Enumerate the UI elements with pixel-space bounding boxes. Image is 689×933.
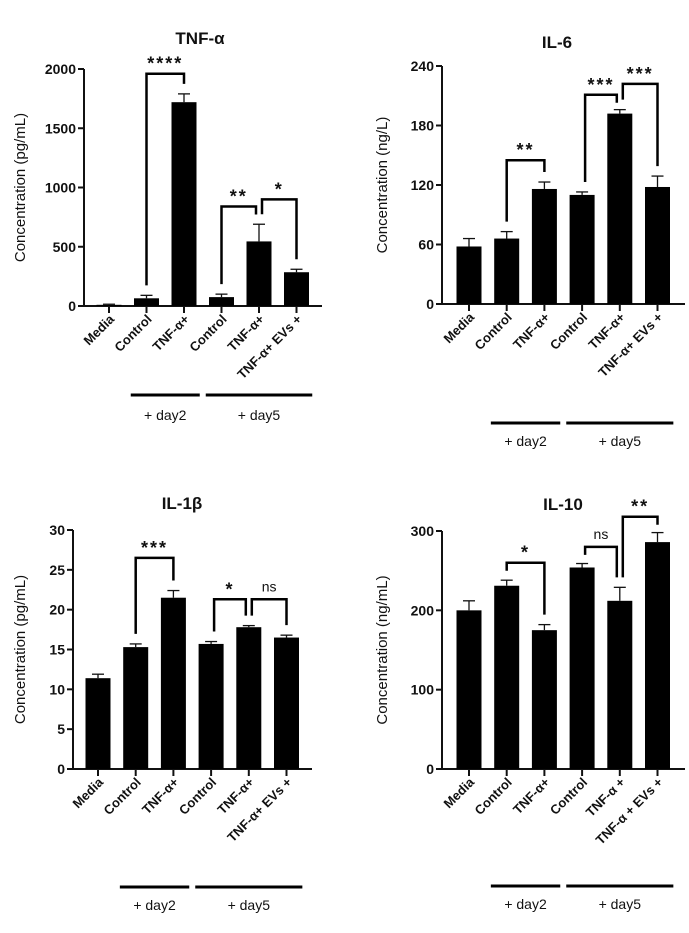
significance-label: ** — [631, 497, 649, 517]
x-tick-label: Control — [186, 312, 229, 355]
group-label: + day5 — [599, 896, 642, 912]
y-axis-label: Concentration (ng/L) — [374, 117, 391, 254]
bar — [247, 241, 272, 306]
chart-title: IL-1β — [162, 494, 203, 513]
y-axis-label: Concentration (pg/mL) — [12, 113, 29, 262]
group-label: + day5 — [599, 433, 642, 449]
chart-tnf-alpha: TNF-α Concentration (pg/mL) 0 500 1000 1500 20… — [12, 29, 322, 423]
y-tick-label: 180 — [411, 118, 435, 134]
significance-label: ** — [517, 140, 535, 160]
bar — [457, 610, 482, 769]
x-tick-label: Control — [472, 310, 515, 353]
y-tick-label: 1000 — [45, 180, 76, 196]
y-tick-label: 30 — [49, 522, 65, 538]
x-tick-label: TNF-α+ — [139, 774, 182, 817]
significance-label: ** — [230, 186, 248, 206]
bar — [172, 102, 197, 306]
y-tick-label: 60 — [418, 237, 434, 253]
bar — [532, 630, 557, 769]
group-label: + day5 — [238, 407, 281, 423]
group-label: + day2 — [144, 407, 187, 423]
bar — [236, 627, 261, 769]
bar — [607, 601, 632, 769]
y-tick-label: 1500 — [45, 120, 76, 136]
bar — [86, 678, 111, 769]
significance-label: * — [521, 543, 530, 563]
x-tick-label: Control — [111, 312, 154, 355]
y-tick-label: 0 — [426, 761, 434, 777]
group-label: + day2 — [504, 433, 547, 449]
chart-title: TNF-α — [175, 29, 225, 48]
y-tick-label: 20 — [49, 602, 65, 618]
y-tick-label: 25 — [49, 562, 65, 578]
significance-bracket — [252, 599, 287, 625]
group-label: + day2 — [504, 896, 547, 912]
significance-label: ns — [262, 578, 277, 594]
x-tick-label: Control — [547, 310, 590, 353]
x-tick-label: TNF-α+ — [150, 311, 193, 354]
y-tick-label: 0 — [57, 761, 65, 777]
bar — [570, 567, 595, 769]
y-tick-label: 240 — [411, 58, 435, 74]
y-tick-label: 100 — [411, 682, 435, 698]
bar — [645, 542, 670, 769]
significance-label: * — [275, 179, 284, 199]
bar — [532, 189, 557, 304]
y-tick-label: 5 — [57, 721, 65, 737]
y-tick-label: 300 — [411, 523, 435, 539]
bar — [97, 305, 122, 306]
y-tick-label: 120 — [411, 177, 435, 193]
bar — [209, 297, 234, 306]
x-tick-label: TNF-α+ — [510, 774, 553, 817]
group-label: + day2 — [133, 897, 176, 913]
y-tick-label: 200 — [411, 602, 435, 618]
y-tick-label: 10 — [49, 681, 65, 697]
y-axis-label: Concentration (pg/mL) — [12, 575, 29, 724]
significance-label: *** — [627, 64, 654, 84]
chart-title: IL-10 — [543, 495, 583, 514]
x-tick-label: Control — [176, 775, 219, 818]
bar — [274, 638, 299, 769]
significance-bracket — [214, 599, 246, 631]
x-tick-label: Control — [472, 775, 515, 818]
significance-label: * — [225, 579, 234, 599]
y-axis-label: Concentration (ng/mL) — [374, 575, 391, 724]
bar — [134, 298, 159, 306]
x-tick-label: TNF-α + EVs + — [593, 774, 666, 847]
y-tick-label: 500 — [53, 239, 77, 255]
bar — [199, 644, 224, 769]
y-tick-label: 0 — [68, 298, 76, 314]
bar — [494, 239, 519, 304]
bar — [645, 187, 670, 304]
y-tick-label: 15 — [49, 642, 65, 658]
significance-label: **** — [147, 54, 183, 74]
y-tick-label: 0 — [426, 296, 434, 312]
x-tick-label: TNF-α+ — [510, 309, 553, 352]
bar — [494, 586, 519, 769]
significance-label: *** — [141, 538, 168, 558]
significance-label: *** — [587, 75, 614, 95]
y-tick-label: 2000 — [45, 61, 76, 77]
bar — [457, 246, 482, 304]
bar — [570, 195, 595, 304]
chart-title: IL-6 — [542, 33, 572, 52]
significance-label: ns — [594, 526, 609, 542]
bar — [607, 114, 632, 304]
group-label: + day5 — [228, 897, 271, 913]
bar — [161, 598, 186, 769]
bar — [123, 647, 148, 769]
x-tick-label: Control — [101, 775, 144, 818]
bar — [284, 272, 309, 306]
